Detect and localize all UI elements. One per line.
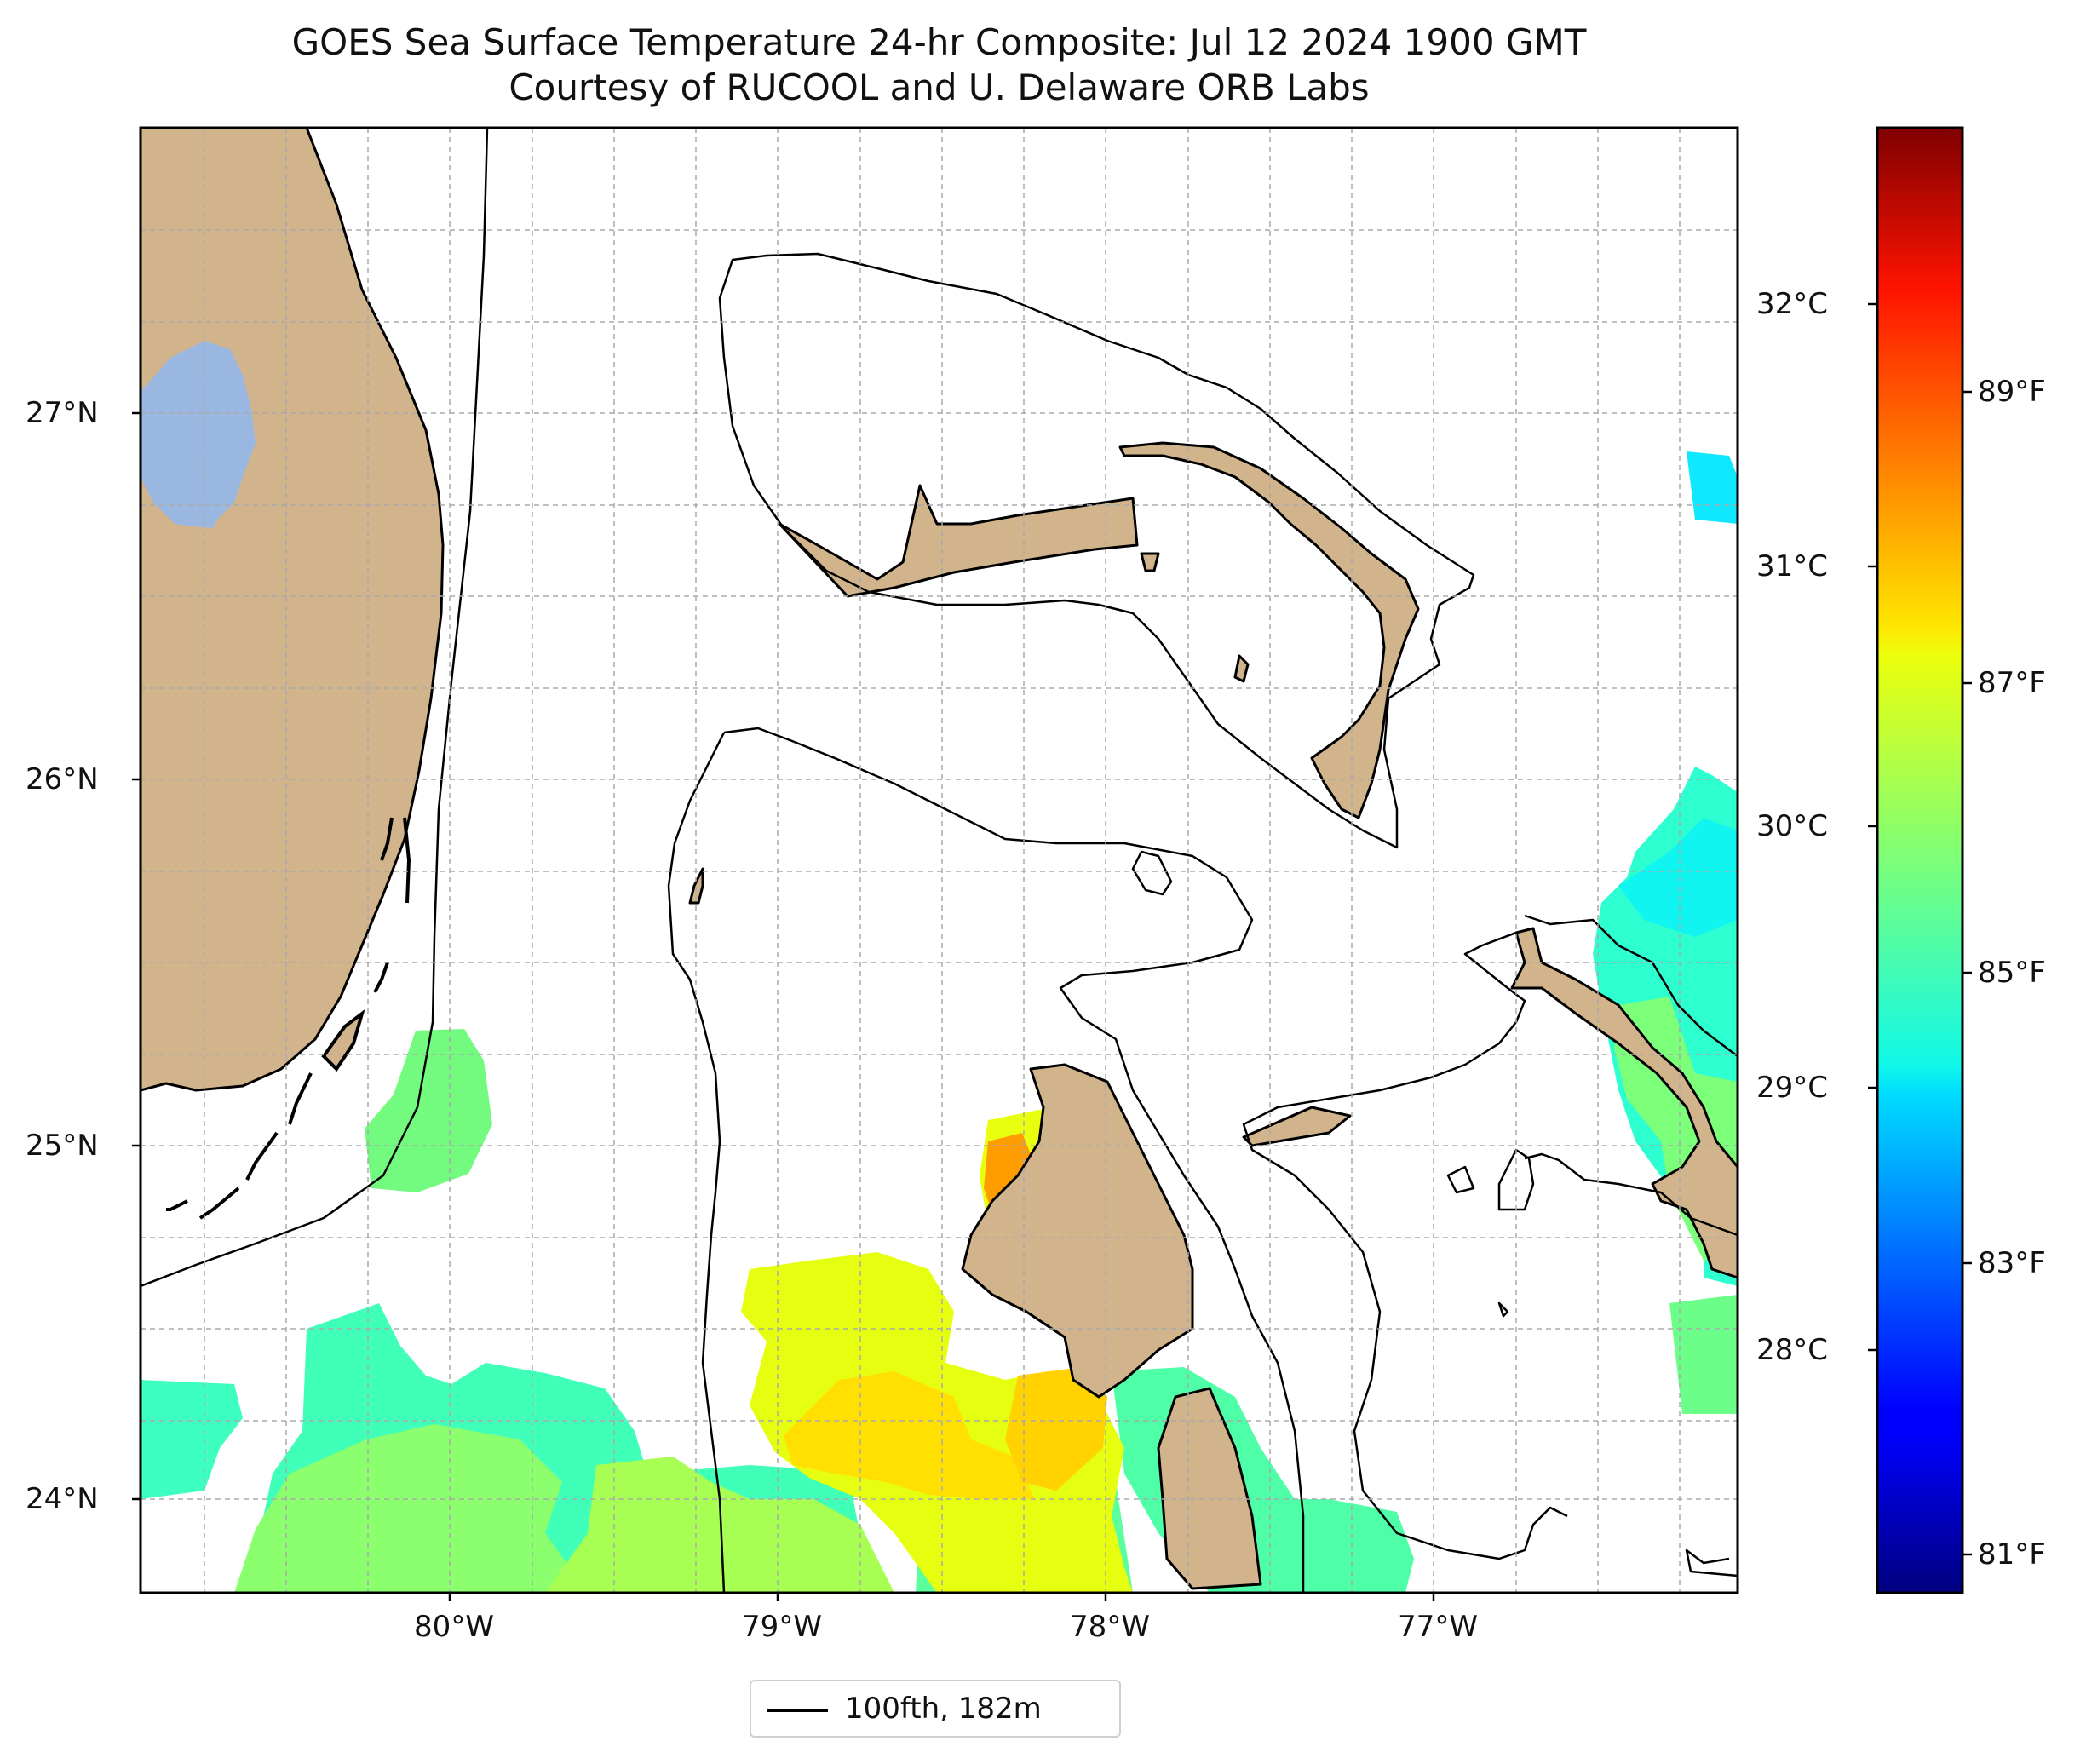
bathymetry-contour <box>141 128 1738 1593</box>
graticule <box>141 128 1738 1593</box>
legend: 100fth, 182m <box>750 1680 1121 1738</box>
berry-islands <box>1242 1106 1352 1147</box>
lat-tick-label: 27°N <box>26 396 99 430</box>
abaco-island <box>1118 441 1420 819</box>
colorbar-celsius-label: 30°C <box>1756 809 1829 843</box>
colorbar-fahrenheit-label: 89°F <box>1978 375 2046 409</box>
colorbar-fahrenheit-label: 81°F <box>1978 1537 2046 1572</box>
legend-line-swatch <box>767 1709 828 1712</box>
colorbar-celsius-label: 31°C <box>1756 549 1829 583</box>
lake-okeechobee <box>141 341 256 528</box>
lon-tick-label: 77°W <box>1398 1610 1478 1644</box>
axis-ticks <box>132 411 1435 1601</box>
eleuthera-island <box>1510 927 1738 1279</box>
colorbar-celsius-label: 29°C <box>1756 1071 1829 1105</box>
map-frame <box>139 126 1739 1594</box>
lat-tick-label: 25°N <box>26 1129 99 1163</box>
sst-field <box>141 451 1738 1593</box>
colorbar-celsius-label: 28°C <box>1756 1333 1829 1367</box>
colorbar-fahrenheit-label: 87°F <box>1978 666 2046 700</box>
andros-island <box>961 1063 1194 1399</box>
lon-tick-label: 80°W <box>414 1610 494 1644</box>
colorbar-celsius-label: 32°C <box>1756 287 1829 321</box>
legend-label: 100fth, 182m <box>845 1692 1042 1726</box>
lon-tick-label: 78°W <box>1070 1610 1150 1644</box>
andros-south-island <box>1157 1387 1262 1590</box>
map-title: GOES Sea Surface Temperature 24-hr Compo… <box>291 21 1587 63</box>
lat-tick-label: 24°N <box>26 1482 99 1516</box>
lat-tick-label: 26°N <box>26 762 99 796</box>
colorbar-fahrenheit-label: 83°F <box>1978 1246 2046 1280</box>
map-subtitle: Courtesy of RUCOOL and U. Delaware ORB L… <box>509 66 1370 108</box>
lon-tick-label: 79°W <box>742 1610 822 1644</box>
grand-bahama-island <box>778 484 1139 598</box>
colorbar <box>1876 126 1964 1594</box>
colorbar-ticks <box>1868 302 1972 1556</box>
colorbar-fahrenheit-label: 85°F <box>1978 956 2046 990</box>
